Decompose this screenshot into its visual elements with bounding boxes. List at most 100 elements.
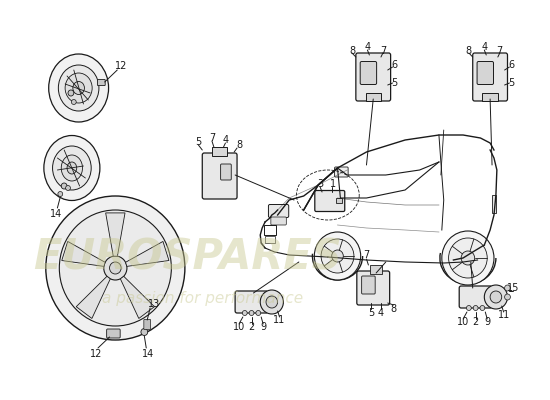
Text: 9: 9 xyxy=(260,322,266,332)
Text: 5: 5 xyxy=(392,78,398,88)
FancyBboxPatch shape xyxy=(477,62,493,84)
Bar xyxy=(212,147,227,156)
Text: 7: 7 xyxy=(364,250,370,260)
Text: 5: 5 xyxy=(195,137,201,147)
Text: 6: 6 xyxy=(392,60,398,70)
Bar xyxy=(336,198,342,203)
Polygon shape xyxy=(106,213,125,256)
Circle shape xyxy=(266,296,278,308)
FancyBboxPatch shape xyxy=(357,271,389,305)
Text: 5: 5 xyxy=(368,308,375,318)
Circle shape xyxy=(249,310,254,316)
Ellipse shape xyxy=(67,162,76,174)
Text: 12: 12 xyxy=(90,349,102,359)
Circle shape xyxy=(504,294,510,300)
FancyBboxPatch shape xyxy=(268,204,289,218)
Text: 1: 1 xyxy=(329,179,336,189)
Text: 11: 11 xyxy=(273,315,285,325)
Circle shape xyxy=(46,196,185,340)
Text: 2: 2 xyxy=(472,317,478,327)
Ellipse shape xyxy=(61,155,82,181)
Circle shape xyxy=(442,231,494,285)
FancyBboxPatch shape xyxy=(315,190,345,212)
Polygon shape xyxy=(120,276,155,318)
Circle shape xyxy=(59,210,172,326)
FancyBboxPatch shape xyxy=(144,320,151,330)
Circle shape xyxy=(490,291,502,303)
FancyBboxPatch shape xyxy=(221,164,231,180)
Text: 12: 12 xyxy=(115,61,127,71)
Text: 7: 7 xyxy=(209,133,215,143)
Circle shape xyxy=(68,90,74,96)
Circle shape xyxy=(72,100,76,104)
Ellipse shape xyxy=(53,146,91,190)
FancyBboxPatch shape xyxy=(356,53,390,101)
Polygon shape xyxy=(125,242,169,266)
Polygon shape xyxy=(62,242,105,266)
Circle shape xyxy=(480,306,485,310)
Text: 8: 8 xyxy=(236,140,242,150)
Circle shape xyxy=(332,250,343,262)
Text: 4: 4 xyxy=(365,42,371,52)
Text: 7: 7 xyxy=(379,46,386,56)
Text: a passion for performance: a passion for performance xyxy=(102,290,303,306)
Text: 7: 7 xyxy=(497,46,503,56)
FancyBboxPatch shape xyxy=(235,291,268,313)
Circle shape xyxy=(65,186,70,190)
Text: 8: 8 xyxy=(349,46,355,56)
FancyBboxPatch shape xyxy=(97,80,105,86)
Text: 2: 2 xyxy=(249,322,255,332)
Text: 10: 10 xyxy=(233,322,245,332)
Text: 4: 4 xyxy=(378,308,384,318)
Circle shape xyxy=(485,285,508,309)
Circle shape xyxy=(104,256,127,280)
Text: 14: 14 xyxy=(142,349,155,359)
Circle shape xyxy=(461,251,475,265)
Text: 8: 8 xyxy=(466,46,472,56)
Bar xyxy=(482,93,498,101)
FancyBboxPatch shape xyxy=(473,53,508,101)
FancyBboxPatch shape xyxy=(334,167,348,177)
Text: 10: 10 xyxy=(457,317,469,327)
Bar xyxy=(366,93,381,101)
Circle shape xyxy=(141,328,148,336)
Circle shape xyxy=(109,262,121,274)
Circle shape xyxy=(58,192,63,196)
Text: 4: 4 xyxy=(222,135,228,145)
Circle shape xyxy=(473,306,478,310)
FancyBboxPatch shape xyxy=(202,153,237,199)
Circle shape xyxy=(256,310,261,316)
Circle shape xyxy=(61,183,67,189)
Text: 3: 3 xyxy=(317,179,323,189)
Ellipse shape xyxy=(65,73,92,103)
Ellipse shape xyxy=(44,136,100,200)
FancyBboxPatch shape xyxy=(459,286,492,308)
Text: 14: 14 xyxy=(50,209,63,219)
Ellipse shape xyxy=(73,82,85,94)
Text: 13: 13 xyxy=(148,299,160,309)
Text: 5: 5 xyxy=(508,78,514,88)
Text: 9: 9 xyxy=(484,317,490,327)
Bar xyxy=(264,225,276,235)
Text: 6: 6 xyxy=(508,60,514,70)
Polygon shape xyxy=(76,276,111,318)
Circle shape xyxy=(321,239,354,273)
FancyBboxPatch shape xyxy=(271,217,287,225)
Circle shape xyxy=(449,238,487,278)
Ellipse shape xyxy=(58,65,99,111)
Text: 4: 4 xyxy=(481,42,487,52)
Text: 15: 15 xyxy=(507,283,520,293)
FancyBboxPatch shape xyxy=(362,276,375,294)
Bar xyxy=(370,265,382,274)
Ellipse shape xyxy=(49,54,108,122)
Circle shape xyxy=(260,290,283,314)
FancyBboxPatch shape xyxy=(107,329,120,338)
Circle shape xyxy=(243,310,247,316)
Bar xyxy=(492,195,496,213)
Bar xyxy=(265,236,274,243)
Circle shape xyxy=(314,232,361,280)
Circle shape xyxy=(504,285,510,291)
Circle shape xyxy=(466,306,471,310)
FancyBboxPatch shape xyxy=(360,62,377,84)
Text: EUROSPARES: EUROSPARES xyxy=(34,237,342,279)
